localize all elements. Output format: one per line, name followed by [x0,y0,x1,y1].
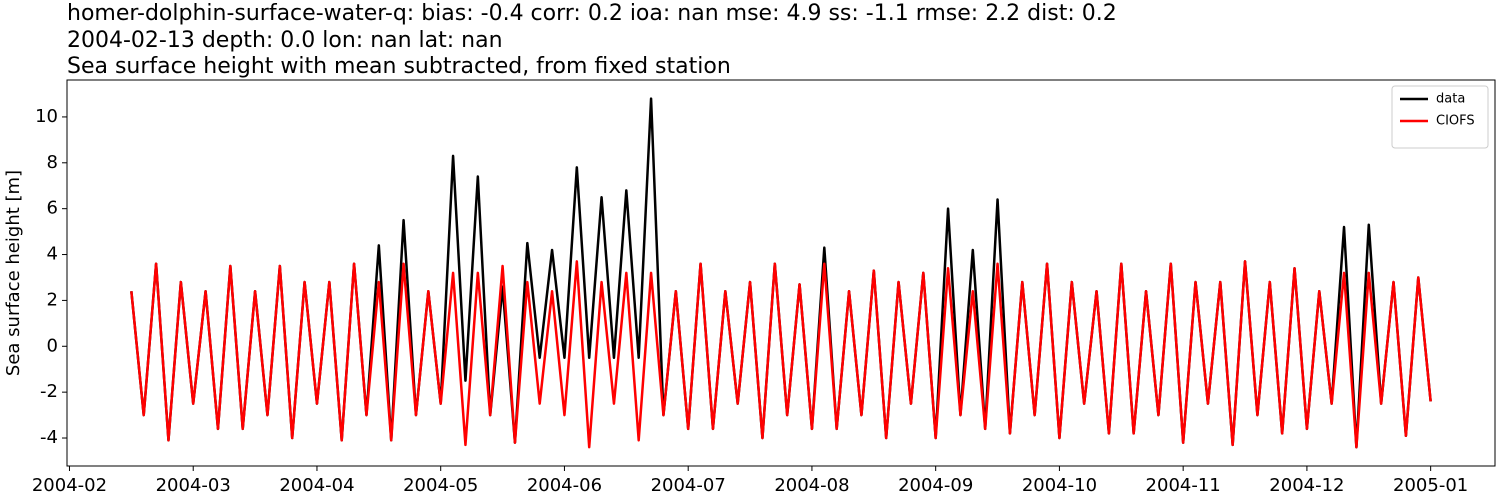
legend-label: CIOFS [1436,114,1475,129]
x-tick-label: 2005-01 [1393,475,1468,496]
x-tick-label: 2004-10 [1022,475,1097,496]
x-tick-label: 2004-07 [651,475,726,496]
y-tick-label: 6 [47,198,58,219]
x-tick-label: 2004-02 [32,475,107,496]
x-tick-label: 2004-05 [403,475,478,496]
series-line [130,260,1432,449]
x-tick-label: 2004-06 [527,475,602,496]
chart-description: Sea surface height with mean subtracted,… [67,54,731,79]
x-tick-label: 2004-12 [1269,475,1344,496]
x-tick-label: 2004-08 [774,475,849,496]
y-tick-label: -2 [40,381,58,402]
legend-box [1391,85,1489,149]
legend-label: data [1436,92,1465,107]
x-tick-label: 2004-04 [279,475,354,496]
chart-title: homer-dolphin-surface-water-q: bias: -0.… [67,1,1117,26]
x-tick-label: 2004-09 [898,475,973,496]
y-tick-label: 10 [35,106,58,127]
y-tick-label: 0 [47,335,58,356]
y-tick-label: 8 [47,152,58,173]
plot-frame [66,79,1496,467]
y-tick-label: -4 [40,427,58,448]
y-axis-label: Sea surface height [m] [3,170,24,376]
y-tick-label: 2 [47,289,58,310]
x-tick-label: 2004-11 [1146,475,1221,496]
x-tick-label: 2004-03 [156,475,231,496]
legend: data CIOFS [1391,85,1489,149]
chart-subtitle: 2004-02-13 depth: 0.0 lon: nan lat: nan [67,28,503,53]
y-tick-label: 4 [47,244,58,265]
